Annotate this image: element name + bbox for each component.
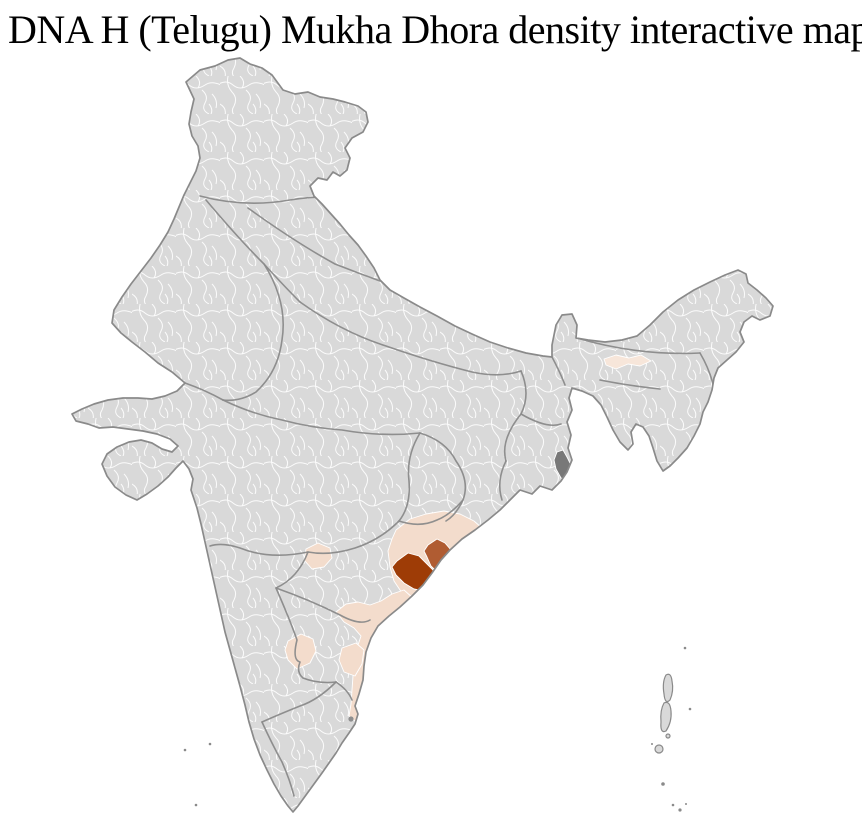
district-boundaries-mesh <box>72 58 773 812</box>
andaman-nicobar-islands[interactable] <box>651 646 692 812</box>
page-title: DNA H (Telugu) Mukha Dhora density inter… <box>8 7 862 52</box>
district-telangana-low[interactable] <box>303 542 333 570</box>
district-rayalaseema-west-low[interactable] <box>284 633 317 670</box>
district-assam-trace[interactable] <box>603 354 652 370</box>
india-outline <box>71 57 774 813</box>
state-boundaries <box>184 195 715 797</box>
district-chennai-gray-spot[interactable] <box>348 716 354 722</box>
district-rayalaseema-east-low[interactable] <box>338 642 365 677</box>
lakshadweep-islands[interactable] <box>183 742 212 807</box>
